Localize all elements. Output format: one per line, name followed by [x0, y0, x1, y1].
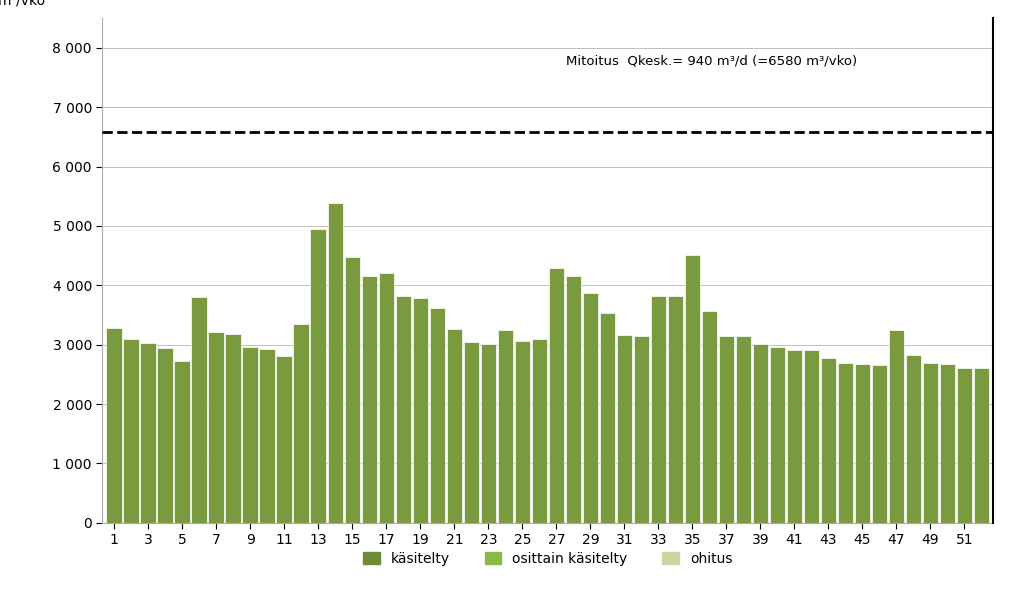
Legend: käsitelty, osittain käsitelty, ohitus: käsitelty, osittain käsitelty, ohitus [357, 546, 738, 572]
Bar [276, 356, 292, 523]
Bar [650, 296, 667, 523]
Bar [956, 368, 972, 523]
Bar [243, 347, 258, 523]
Bar [583, 293, 598, 523]
Bar [735, 337, 752, 523]
Bar [328, 203, 343, 523]
Bar [905, 355, 922, 523]
Bar [701, 311, 717, 523]
Bar [565, 276, 582, 523]
Bar [786, 350, 802, 523]
Bar [514, 341, 530, 523]
Bar [429, 308, 445, 523]
Bar [668, 296, 683, 523]
Text: Mitoitus  Qkesk.= 940 m³/d (=6580 m³/vko): Mitoitus Qkesk.= 940 m³/d (=6580 m³/vko) [565, 55, 857, 67]
Bar [464, 342, 479, 523]
Bar [753, 344, 768, 523]
Bar [344, 257, 360, 523]
Bar [379, 273, 394, 523]
Bar [616, 335, 632, 523]
Bar [124, 339, 139, 523]
Bar [719, 337, 734, 523]
Bar [889, 331, 904, 523]
Bar [838, 362, 853, 523]
Bar [158, 347, 173, 523]
Bar [684, 255, 700, 523]
Bar [294, 325, 309, 523]
Bar [310, 230, 326, 523]
Bar [855, 364, 870, 523]
Bar [871, 365, 887, 523]
Bar [974, 368, 989, 523]
Bar [174, 361, 190, 523]
Bar [940, 364, 955, 523]
Bar [599, 313, 615, 523]
Bar [209, 332, 224, 523]
Y-axis label: m³/vko: m³/vko [0, 0, 46, 8]
Bar [820, 358, 837, 523]
Bar [634, 336, 649, 523]
Bar [549, 268, 564, 523]
Bar [923, 362, 938, 523]
Bar [770, 347, 785, 523]
Bar [259, 349, 275, 523]
Bar [361, 276, 377, 523]
Bar [446, 329, 462, 523]
Bar [480, 344, 497, 523]
Bar [531, 339, 547, 523]
Bar [140, 343, 156, 523]
Bar [191, 297, 207, 523]
Bar [106, 328, 122, 523]
Bar [413, 298, 428, 523]
Bar [498, 330, 513, 523]
Bar [804, 350, 819, 523]
Bar [395, 296, 412, 523]
Bar [225, 334, 241, 523]
